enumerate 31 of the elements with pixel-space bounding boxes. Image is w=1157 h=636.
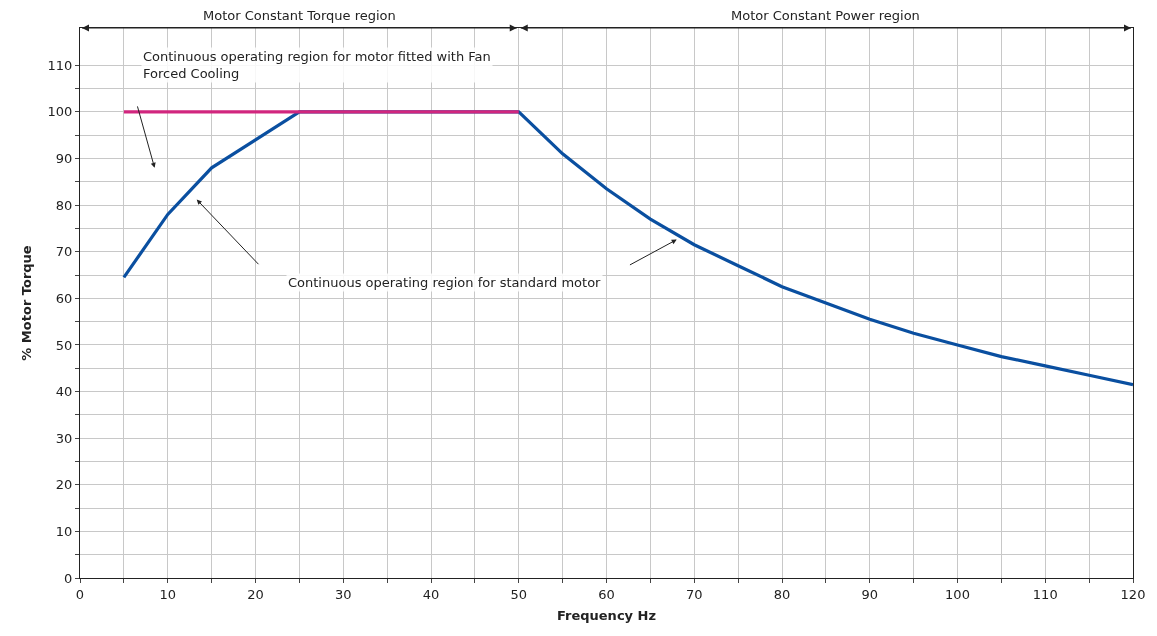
y-tick-label: 90 <box>55 151 73 167</box>
y-tick-label: 0 <box>64 570 73 586</box>
x-tick-label: 100 <box>945 586 970 602</box>
y-tick-label: 110 <box>47 57 73 73</box>
x-tick-label: 20 <box>247 586 264 602</box>
y-axis-title: % Motor Torque <box>19 245 35 361</box>
x-tick-label: 0 <box>75 586 85 602</box>
annotation: Continuous operating region for standard motor <box>288 275 602 290</box>
text: Motor Constant Power region <box>731 8 920 23</box>
x-tick-label: 40 <box>422 586 440 602</box>
y-tick-label: 60 <box>55 290 73 306</box>
y-tick-label: 20 <box>55 477 73 493</box>
text: Motor Constant Torque region <box>203 8 396 23</box>
x-axis-title: Frequency Hz <box>556 608 657 624</box>
y-tick-label: 10 <box>55 523 73 539</box>
y-tick-label: 40 <box>55 384 73 400</box>
y-tick-label: 80 <box>55 197 73 213</box>
x-tick-label: 50 <box>510 586 528 602</box>
x-tick-label: 110 <box>1032 586 1058 602</box>
x-tick-label: 90 <box>861 586 879 602</box>
y-tick-label: 70 <box>55 244 73 260</box>
x-tick-label: 30 <box>334 586 352 602</box>
x-tick-label: 10 <box>159 586 177 602</box>
x-tick-label: 60 <box>598 586 615 602</box>
y-tick-label: 100 <box>47 104 73 120</box>
annotation: Continuous operating region for motor fitted with Fan Forced Cooling <box>143 49 491 81</box>
y-tick-label: 50 <box>55 337 73 353</box>
x-tick-label: 70 <box>685 586 703 602</box>
y-tick-label: 30 <box>55 430 73 446</box>
x-tick-label: 120 <box>1120 586 1146 602</box>
x-tick-label: 80 <box>773 586 791 602</box>
